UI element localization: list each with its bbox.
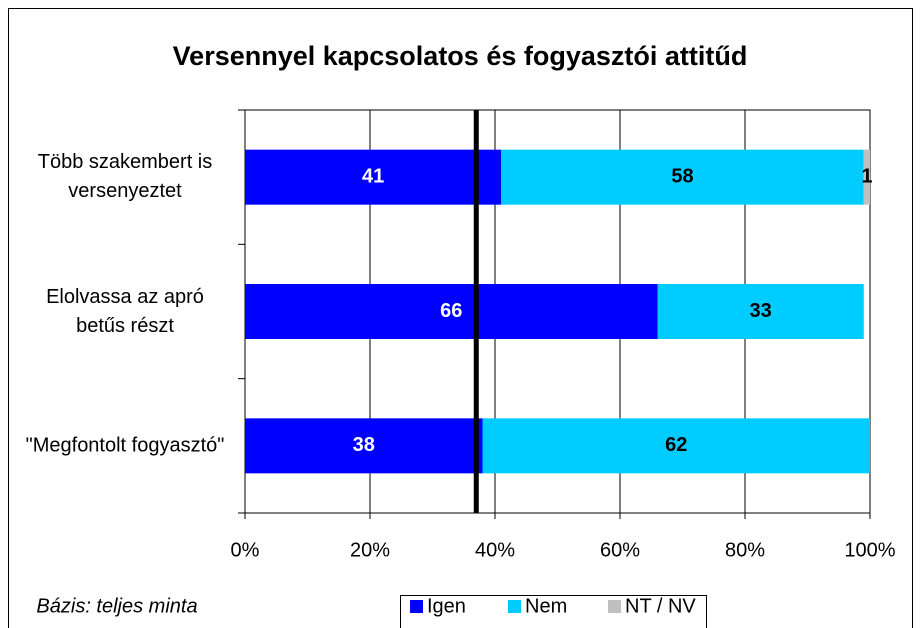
legend-swatch	[608, 600, 621, 613]
bar-segment	[245, 149, 502, 205]
legend-label: Igen	[427, 595, 466, 617]
x-tick-label: 40%	[475, 539, 515, 561]
y-tick-label: Elolvassa az apró betűs részt	[46, 285, 204, 337]
note: Bázis: teljes minta	[36, 595, 197, 617]
legend-box	[400, 595, 707, 628]
x-tick-label: 0%	[231, 539, 260, 561]
data-label: 58	[671, 165, 693, 187]
bar-segment	[863, 149, 870, 205]
bar-segment	[501, 149, 864, 205]
legend-swatch	[508, 600, 521, 613]
legend-label: Nem	[525, 595, 567, 617]
bar-segment	[657, 284, 864, 339]
x-tick-label: 20%	[350, 539, 390, 561]
legend-label: NT / NV	[625, 595, 696, 617]
bar-segment	[245, 284, 658, 339]
y-tick-label: Több szakembert is versenyeztet	[37, 151, 213, 203]
x-tick-label: 100%	[844, 539, 895, 561]
data-label: 41	[362, 165, 384, 187]
bar-segment	[245, 418, 483, 474]
legend-swatch	[410, 600, 423, 613]
data-label: 1	[861, 165, 872, 187]
x-tick-label: 60%	[600, 539, 640, 561]
chart-title: Versennyel kapcsolatos és fogyasztói att…	[173, 41, 748, 71]
y-tick-label: "Megfontolt fogyasztó"	[25, 434, 225, 457]
data-label: 62	[665, 434, 687, 456]
bar-segment	[482, 418, 870, 474]
data-label: 33	[750, 300, 772, 322]
data-label: 38	[353, 434, 375, 456]
data-label: 66	[440, 300, 462, 322]
x-tick-label: 80%	[725, 539, 765, 561]
